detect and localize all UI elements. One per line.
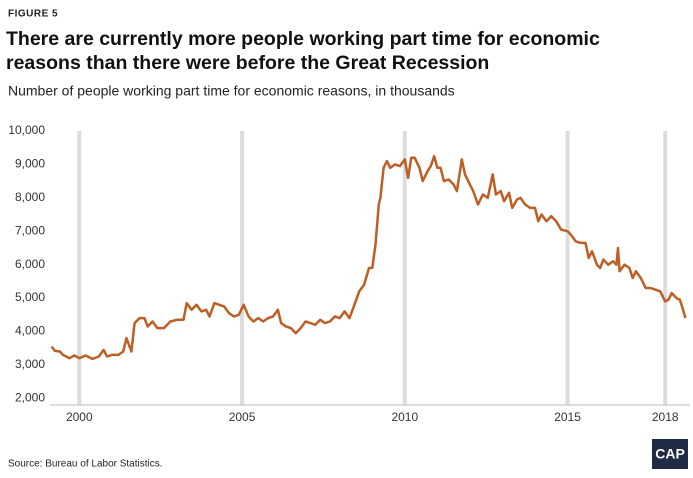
figure-label: FIGURE 5 <box>8 9 58 20</box>
y-tick-label: 2,000 <box>15 390 45 404</box>
x-tick-label: 2018 <box>652 410 679 424</box>
y-tick-label: 9,000 <box>15 157 45 171</box>
y-tick-label: 5,000 <box>15 290 45 304</box>
x-tick-label: 2000 <box>66 410 93 424</box>
title-box: There are currently more people working … <box>6 28 600 74</box>
x-tick-label: 2010 <box>391 410 418 424</box>
y-tick-label: 3,000 <box>15 357 45 371</box>
y-tick-label: 6,000 <box>15 257 45 271</box>
chart-title: There are currently more people working … <box>6 28 600 74</box>
y-tick-label: 4,000 <box>15 324 45 338</box>
y-tick-label: 8,000 <box>15 190 45 204</box>
logo: CAP <box>655 446 685 462</box>
y-tick-label: 10,000 <box>8 123 45 137</box>
chart-subtitle: Number of people working part time for e… <box>8 83 455 99</box>
source: Source: Bureau of Labor Statistics. <box>8 459 163 470</box>
x-tick-label: 2005 <box>229 410 256 424</box>
x-tick-label: 2015 <box>554 410 581 424</box>
data-line <box>50 154 687 361</box>
logo-box <box>652 439 688 469</box>
y-tick-label: 7,000 <box>15 223 45 237</box>
